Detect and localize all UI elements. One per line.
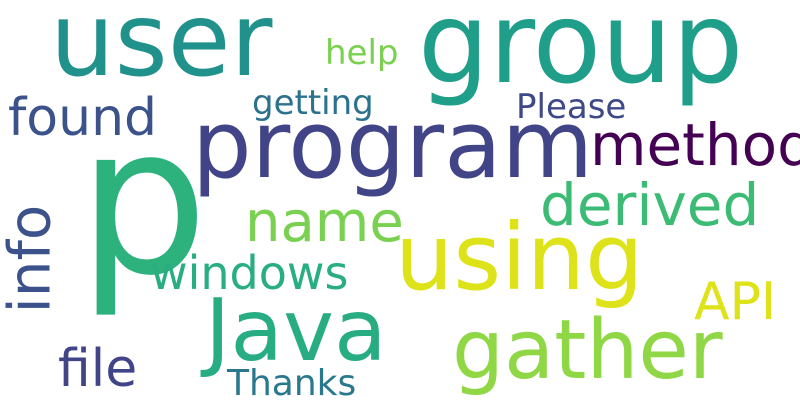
- word-name: name: [245, 190, 404, 255]
- word-group: group: [418, 0, 744, 109]
- word-derived: derived: [540, 171, 760, 239]
- word-user: user: [50, 0, 273, 100]
- word-help: help: [325, 33, 399, 73]
- word-please: Please: [516, 87, 627, 127]
- word-thanks: Thanks: [227, 363, 357, 400]
- word-gather: gather: [452, 303, 723, 398]
- word-program: program: [192, 91, 594, 200]
- word-method: method: [590, 111, 800, 179]
- word-info-text: info: [0, 204, 64, 314]
- word-java: Java: [205, 281, 387, 381]
- word-windows: windows: [150, 246, 349, 300]
- word-using: using: [395, 204, 644, 311]
- word-file: file: [58, 339, 138, 399]
- word-getting: getting: [252, 83, 374, 123]
- word-p: p: [78, 83, 209, 321]
- word-api: API: [694, 272, 777, 332]
- word-found: found: [8, 88, 158, 148]
- word-info: info: [0, 205, 105, 314]
